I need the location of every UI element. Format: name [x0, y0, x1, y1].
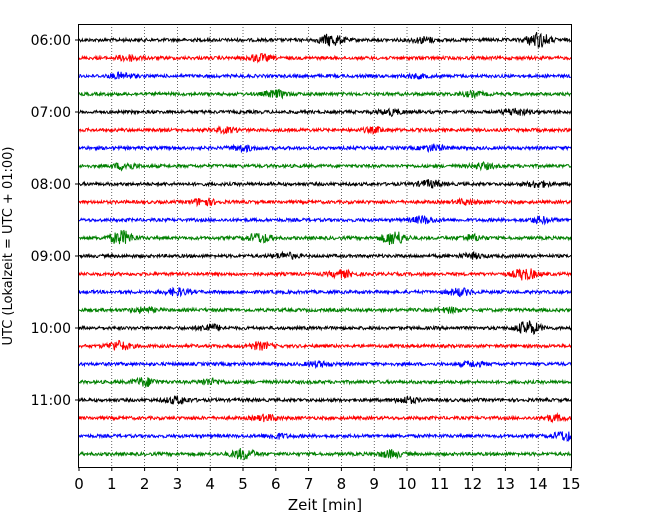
x-tick-label: 14 — [529, 475, 548, 493]
trace-23 — [78, 447, 572, 461]
trace-14 — [78, 286, 572, 298]
x-tick-label: 2 — [140, 475, 150, 493]
trace-3 — [78, 88, 572, 100]
x-tick-label: 7 — [304, 475, 314, 493]
grid-lines — [111, 24, 539, 467]
trace-17 — [78, 339, 572, 351]
x-tick-label: 4 — [205, 475, 215, 493]
trace-11 — [78, 229, 572, 246]
trace-9 — [78, 197, 572, 208]
y-tick-label: 08:00 — [31, 177, 71, 193]
x-tick-label: 11 — [430, 475, 449, 493]
trace-1 — [78, 52, 572, 64]
trace-4 — [78, 107, 572, 118]
trace-13 — [78, 268, 572, 281]
trace-18 — [78, 360, 572, 369]
x-tick-label: 10 — [397, 475, 416, 493]
plot-frame — [78, 24, 572, 468]
trace-12 — [78, 250, 572, 261]
trace-6 — [78, 143, 572, 154]
y-tick-label: 11:00 — [31, 393, 71, 409]
x-axis-ticks: 0 1 2 3 4 5 6 7 8 9 10 11 12 13 14 15 — [74, 467, 581, 493]
x-tick-label: 5 — [238, 475, 248, 493]
x-axis-label: Zeit [min] — [288, 496, 362, 514]
x-tick-label: 0 — [74, 475, 84, 493]
x-tick-label: 8 — [337, 475, 347, 493]
trace-19 — [78, 376, 572, 389]
y-tick-label: 10:00 — [31, 321, 71, 337]
trace-20 — [78, 395, 572, 405]
x-tick-label: 9 — [369, 475, 379, 493]
trace-15 — [78, 306, 572, 315]
trace-7 — [78, 161, 572, 172]
y-tick-label: 09:00 — [31, 249, 71, 265]
x-tick-label: 1 — [107, 475, 117, 493]
trace-5 — [79, 125, 572, 135]
x-tick-label: 6 — [271, 475, 281, 493]
y-tick-label: 07:00 — [31, 105, 71, 121]
trace-0 — [78, 31, 572, 48]
trace-21 — [78, 411, 572, 424]
y-axis-label: UTC (Lokalzeit = UTC + 01:00) — [1, 147, 16, 346]
x-tick-label: 15 — [561, 475, 580, 493]
trace-8 — [78, 178, 572, 189]
trace-16 — [78, 320, 572, 335]
traces — [78, 31, 572, 461]
trace-2 — [78, 71, 572, 80]
y-axis-ticks: 06:00 07:00 08:00 09:00 10:00 11:00 — [31, 33, 79, 409]
x-tick-label: 12 — [463, 475, 482, 493]
x-tick-label: 13 — [496, 475, 515, 493]
trace-22 — [78, 431, 572, 443]
x-tick-label: 3 — [173, 475, 183, 493]
trace-10 — [78, 214, 572, 226]
y-tick-label: 06:00 — [31, 33, 71, 49]
